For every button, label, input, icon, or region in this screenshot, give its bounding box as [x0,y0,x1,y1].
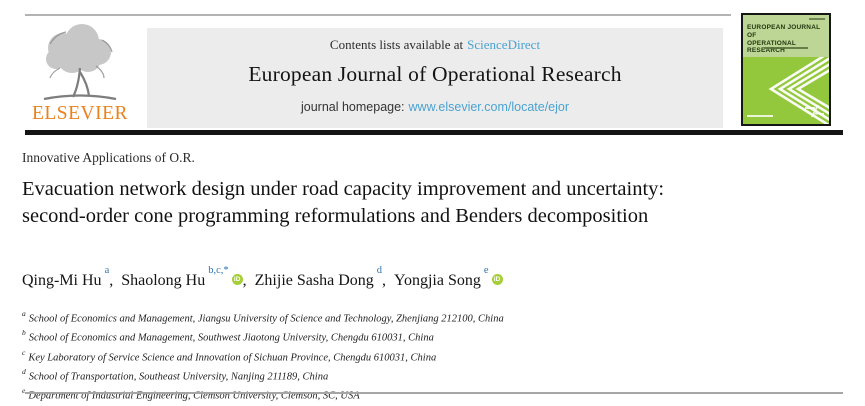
affiliation-row: b School of Economics and Management, Sou… [22,328,434,344]
author-list: Qing-Mi Hua, Shaolong Hub,c,*iD, Zhijie Sa… [22,265,503,290]
cover-artwork [743,57,829,124]
homepage-prefix: journal homepage: [300,100,405,114]
author-name: Yongjia Song [394,272,481,290]
contents-prefix: Contents lists available at [329,37,464,52]
affiliation-row: d School of Transportation, Southeast Uni… [22,366,329,383]
orcid-icon[interactable]: iD [491,274,503,286]
homepage-line: journal homepage: www.elsevier.com/locate… [301,100,569,114]
affiliation-superscript-link[interactable]: a [104,265,110,276]
author-name: Zhijie Sasha Dong [254,272,374,290]
affiliation-row: e Department of Industrial Engineering, C… [22,386,360,402]
author: Shaolong Hub,c,*iD, [121,265,247,290]
article-section-label: Innovative Applications of O.R. [22,150,195,165]
orcid-icon[interactable]: iD [231,274,243,286]
affiliation-superscript-link[interactable]: e [483,265,489,276]
affiliation-row: c Key Laboratory of Service Science and I… [22,347,437,364]
masthead-box: Contents lists available at ScienceDirect… [147,28,723,128]
contents-line: Contents lists available at ScienceDirect [330,37,540,53]
author: Yongjia SongeiD [394,265,503,290]
author-name: Qing-Mi Hu [22,272,102,290]
affiliation-superscript-link[interactable]: b,c,* [208,265,229,276]
cover-issue-info [809,18,825,20]
affiliation-superscript-link[interactable]: d [376,265,382,276]
elsevier-logo[interactable]: ELSEVIER [20,24,140,130]
cover-header: EUROPEAN JOURNAL OF OPERATIONAL RESEARCH [743,15,829,57]
author: Zhijie Sasha Dongd, [254,265,386,290]
cover-journal-title: EUROPEAN JOURNAL OF OPERATIONAL RESEARCH [747,24,821,55]
masthead-rule [25,130,843,135]
cover-editors-line [764,47,808,49]
affiliation-row: a School of Economics and Management, Jia… [22,309,504,325]
top-divider [25,14,731,16]
bottom-divider [25,392,843,394]
journal-title: European Journal of Operational Research [248,62,622,86]
journal-homepage-link[interactable]: www.elsevier.com/locate/ejor [408,100,570,114]
author-name: Shaolong Hu [121,272,206,290]
journal-cover-thumbnail[interactable]: EUROPEAN JOURNAL OF OPERATIONAL RESEARCH [741,13,831,126]
article-title: Evacuation network design under road cap… [22,178,665,227]
elsevier-tree-icon [20,24,140,102]
sciencedirect-link[interactable]: ScienceDirect [467,37,541,52]
affiliation-list: a School of Economics and Management, Jia… [22,308,504,404]
elsevier-wordmark: ELSEVIER [31,103,129,124]
author: Qing-Mi Hua, [22,265,114,290]
